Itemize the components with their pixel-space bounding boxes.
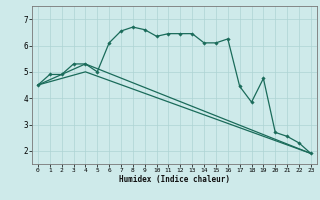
X-axis label: Humidex (Indice chaleur): Humidex (Indice chaleur) — [119, 175, 230, 184]
